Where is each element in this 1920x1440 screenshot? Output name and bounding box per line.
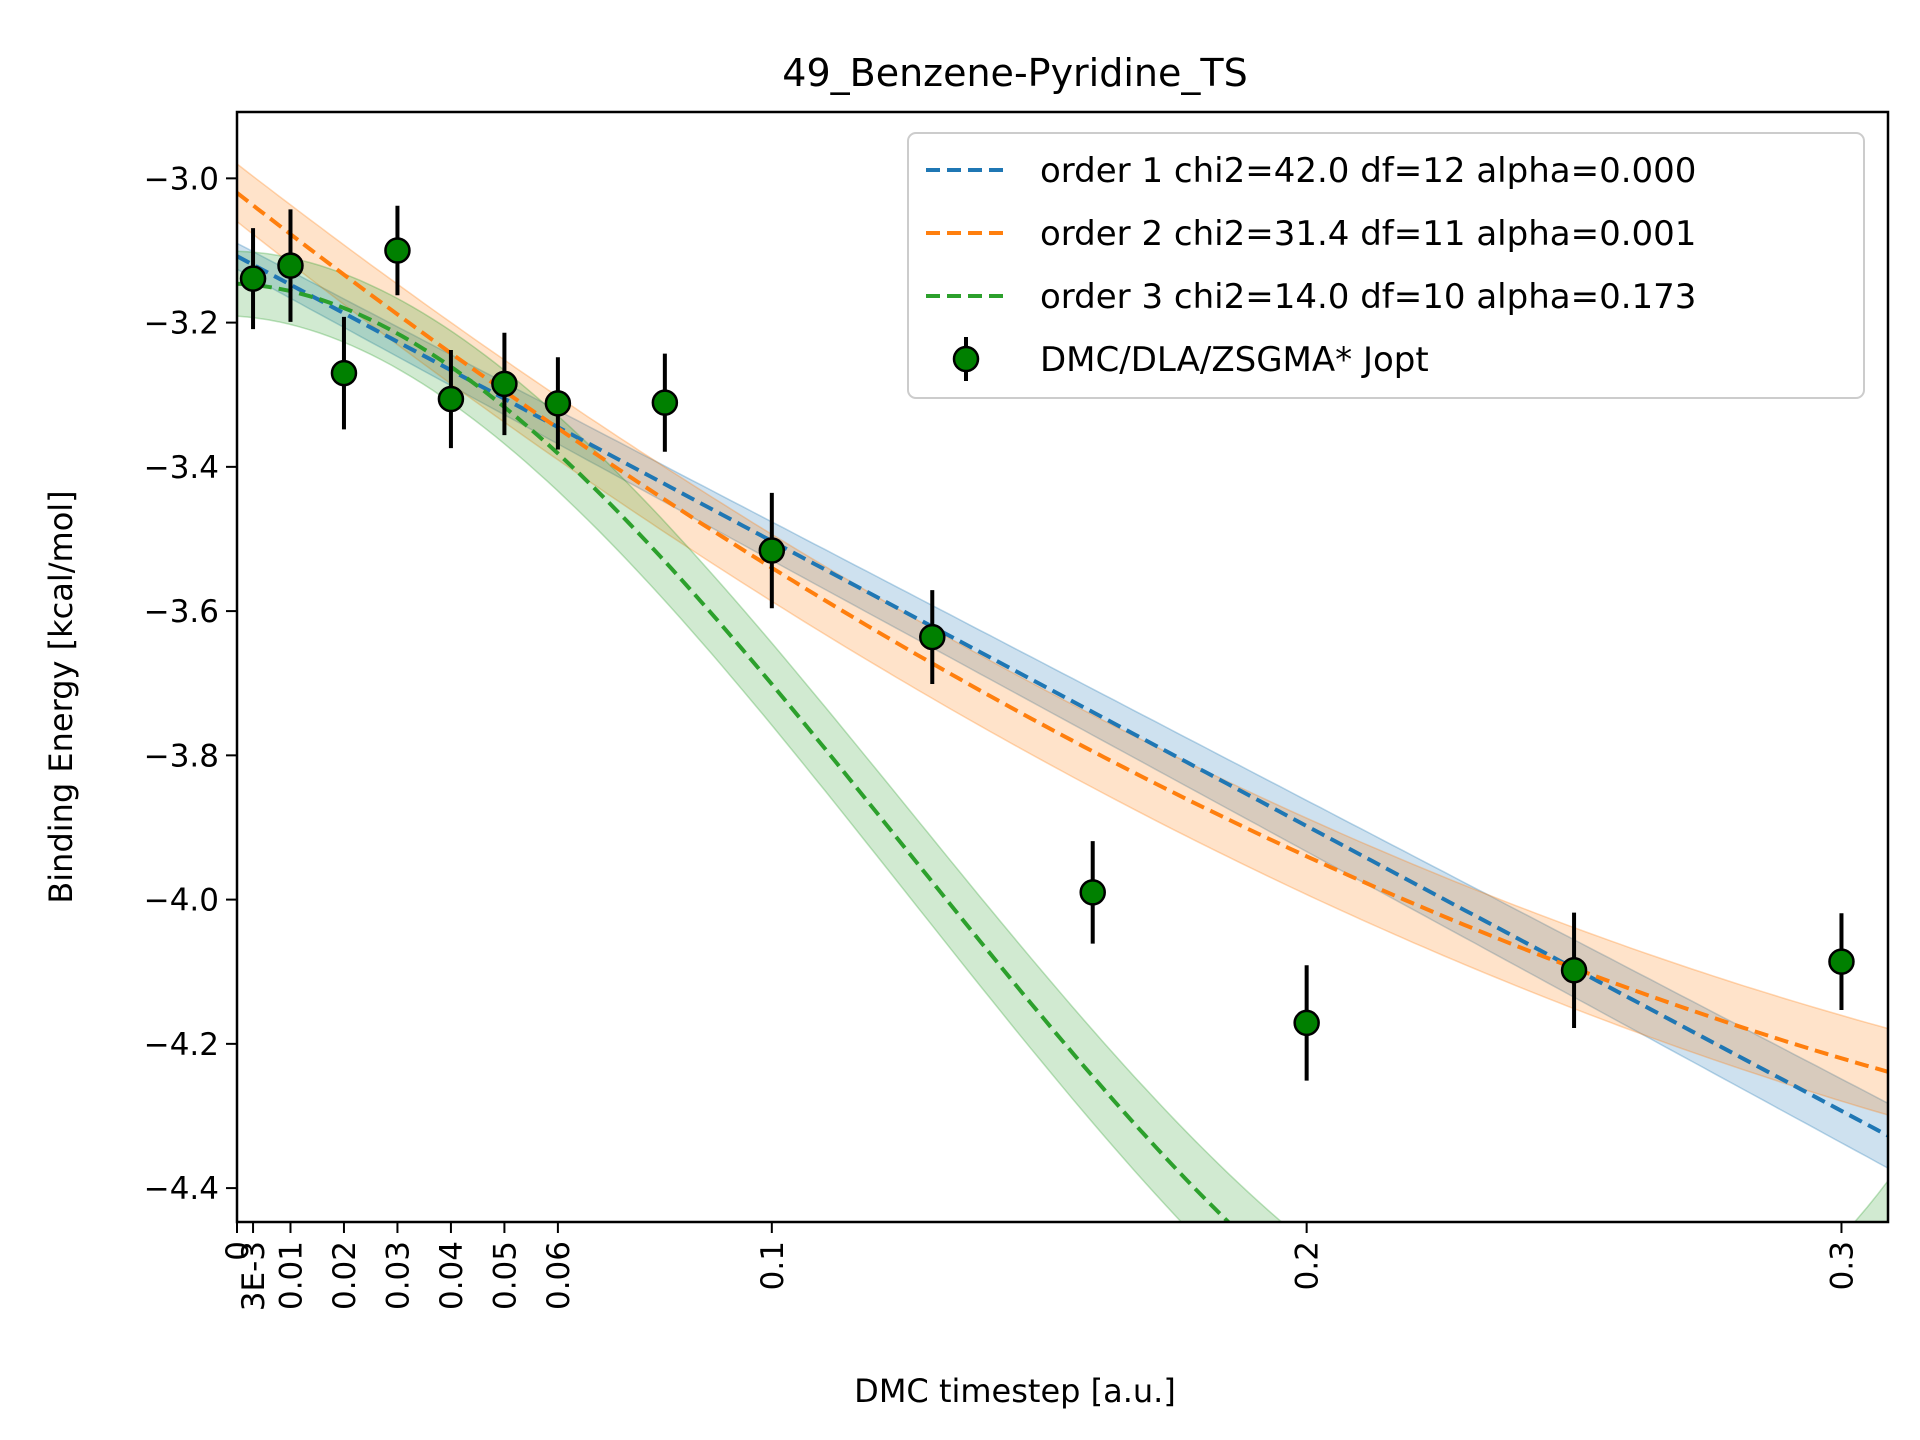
x-tick-label: 3E-3 bbox=[236, 1241, 272, 1311]
x-tick-label: 0.2 bbox=[1290, 1241, 1326, 1290]
chart-title: 49_Benzene-Pyridine_TS bbox=[782, 51, 1247, 95]
data-point-11 bbox=[1079, 879, 1106, 906]
y-tick-label: −4.4 bbox=[144, 1171, 219, 1207]
x-tick-label: 0.04 bbox=[434, 1241, 470, 1310]
y-tick-label: −4.0 bbox=[144, 883, 219, 919]
legend-label-order-2: order 2 chi2=31.4 df=11 alpha=0.001 bbox=[1040, 214, 1696, 254]
x-tick-label: 0.3 bbox=[1825, 1241, 1861, 1290]
legend-swatch-marker bbox=[952, 345, 980, 373]
x-axis-label: DMC timestep [a.u.] bbox=[854, 1372, 1176, 1410]
data-point-14 bbox=[1828, 948, 1855, 975]
x-tick-label: 0.1 bbox=[755, 1241, 791, 1290]
x-tick-label: 0.01 bbox=[274, 1241, 310, 1310]
data-point-7 bbox=[544, 390, 572, 417]
data-point-8 bbox=[651, 389, 679, 416]
plot-content bbox=[237, 162, 1888, 1222]
x-tick-label: 0.03 bbox=[380, 1241, 416, 1310]
legend-label-order-1: order 1 chi2=42.0 df=12 alpha=0.000 bbox=[1040, 151, 1696, 191]
fit-line-order-3 bbox=[237, 281, 1232, 1222]
fit-line-order-1 bbox=[237, 254, 1888, 1138]
data-point-12 bbox=[1293, 1009, 1320, 1037]
y-tick-label: −3.6 bbox=[144, 594, 219, 630]
legend-label-data: DMC/DLA/ZSGMA* Jopt bbox=[1040, 340, 1429, 380]
legend-box bbox=[907, 132, 1865, 399]
data-point-9 bbox=[758, 537, 786, 564]
x-tick-label: 0.06 bbox=[541, 1241, 577, 1310]
data-point-5 bbox=[437, 385, 465, 413]
x-tick-label: 0.02 bbox=[327, 1241, 363, 1310]
data-point-13 bbox=[1560, 957, 1588, 984]
x-tick-label: 0 bbox=[220, 1241, 256, 1261]
x-tick-label: 0.05 bbox=[487, 1241, 523, 1310]
data-point-4 bbox=[384, 237, 411, 264]
y-axis-label: Binding Energy [kcal/mol] bbox=[42, 490, 80, 903]
fit-line-order-2 bbox=[237, 191, 1888, 1074]
y-tick-label: −3.0 bbox=[144, 161, 219, 197]
plot-area bbox=[237, 162, 1888, 1222]
data-point-10 bbox=[919, 623, 946, 651]
data-point-2 bbox=[277, 252, 304, 279]
data-point-1 bbox=[239, 265, 267, 292]
fit-band-order-3 bbox=[237, 250, 1888, 1222]
y-tick-label: −3.8 bbox=[144, 738, 219, 774]
data-point-3 bbox=[330, 359, 358, 387]
y-tick-label: −3.4 bbox=[144, 450, 219, 486]
legend-label-order-3: order 3 chi2=14.0 df=10 alpha=0.173 bbox=[1040, 277, 1696, 317]
legend: order 1 chi2=42.0 df=12 alpha=0.000 order… bbox=[907, 132, 1865, 399]
data-point-6 bbox=[491, 370, 518, 398]
plot-frame bbox=[235, 110, 1890, 1224]
y-tick-label: −4.2 bbox=[144, 1027, 219, 1063]
y-tick-label: −3.2 bbox=[144, 306, 219, 342]
